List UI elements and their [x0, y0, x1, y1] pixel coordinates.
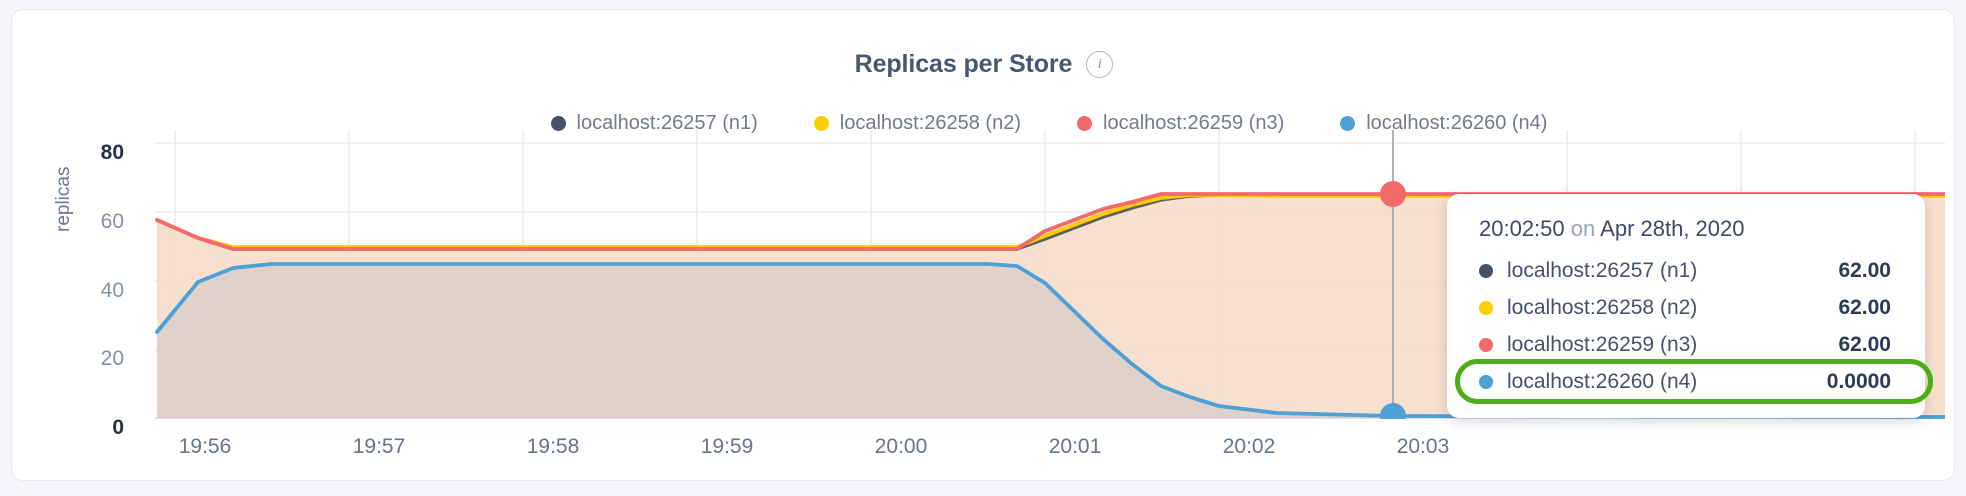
- x-tick-1956: 19:56: [178, 435, 232, 458]
- x-tick-2002: 20:02: [1222, 435, 1276, 458]
- legend-item-n2[interactable]: localhost:26258 (n2): [813, 112, 1021, 135]
- legend-item-n1[interactable]: localhost:26257 (n1): [550, 112, 758, 135]
- tooltip-label-n2: localhost:26258 (n2): [1507, 295, 1698, 319]
- tooltip-label-n4: localhost:26260 (n4): [1507, 369, 1698, 393]
- tooltip-value-n1: 62.00: [1838, 258, 1891, 282]
- x-tick-2003: 20:03: [1396, 435, 1450, 458]
- x-tick-2001: 20:01: [1048, 435, 1102, 458]
- chart-tooltip: 20:02:50 on Apr 28th, 2020 localhost:262…: [1447, 194, 1933, 418]
- y-tick-0: 0: [112, 416, 124, 439]
- y-tick-20: 20: [100, 347, 124, 370]
- legend-color-swatch-n1: [550, 116, 566, 131]
- legend-item-n4[interactable]: localhost:26260 (n4): [1340, 112, 1547, 135]
- x-tick-1959: 19:59: [700, 435, 754, 458]
- tooltip-color-swatch-n3: [1479, 337, 1493, 352]
- legend-item-n3[interactable]: localhost:26259 (n3): [1077, 112, 1284, 135]
- tooltip-color-swatch-n2: [1479, 300, 1493, 315]
- tooltip-on-word: on: [1570, 216, 1596, 241]
- legend-color-swatch-n2: [813, 116, 829, 131]
- tooltip-value-n2: 62.00: [1838, 295, 1891, 319]
- tooltip-color-swatch-n4: [1479, 374, 1493, 389]
- x-tick-2000: 20:00: [874, 435, 928, 458]
- tooltip-label-n3: localhost:26259 (n3): [1507, 332, 1698, 356]
- tooltip-time: 20:02:50: [1479, 216, 1565, 241]
- legend-label-n1: localhost:26257 (n1): [576, 112, 758, 134]
- y-tick-60: 60: [100, 210, 124, 233]
- tooltip-row-n4-highlighted: localhost:26260 (n4) 0.0000: [1447, 359, 1933, 404]
- tooltip-row-n1: localhost:26257 (n1) 62.00: [1447, 252, 1925, 289]
- tooltip-label-n1: localhost:26257 (n1): [1507, 258, 1698, 282]
- legend-label-n2: localhost:26258 (n2): [839, 112, 1021, 134]
- page-title: Replicas per Store: [854, 50, 1073, 78]
- y-tick-40: 40: [100, 279, 124, 302]
- tooltip-date: Apr 28th, 2020: [1600, 216, 1745, 241]
- tooltip-row-n2: localhost:26258 (n2) 62.00: [1447, 289, 1925, 326]
- tooltip-value-n3: 62.00: [1838, 332, 1891, 356]
- y-tick-80: 80: [100, 141, 124, 164]
- x-tick-1958: 19:58: [526, 435, 580, 458]
- tooltip-color-swatch-n1: [1479, 263, 1493, 278]
- tooltip-timestamp: 20:02:50 on Apr 28th, 2020: [1447, 212, 1925, 252]
- legend-color-swatch-n4: [1340, 116, 1356, 131]
- legend-label-n4: localhost:26260 (n4): [1366, 112, 1548, 134]
- info-icon[interactable]: i: [1086, 51, 1114, 78]
- tooltip-row-n3: localhost:26259 (n3) 62.00: [1447, 326, 1925, 363]
- legend-label-n3: localhost:26259 (n3): [1103, 112, 1285, 134]
- x-tick-1957: 19:57: [352, 435, 406, 458]
- chart-header: Replicas per Store i: [12, 50, 1956, 79]
- legend-color-swatch-n3: [1077, 116, 1092, 131]
- tooltip-value-n4: 0.0000: [1826, 369, 1891, 393]
- chart-legend: localhost:26257 (n1) localhost:26258 (n2…: [12, 112, 1956, 135]
- y-axis-label: replicas: [53, 166, 74, 232]
